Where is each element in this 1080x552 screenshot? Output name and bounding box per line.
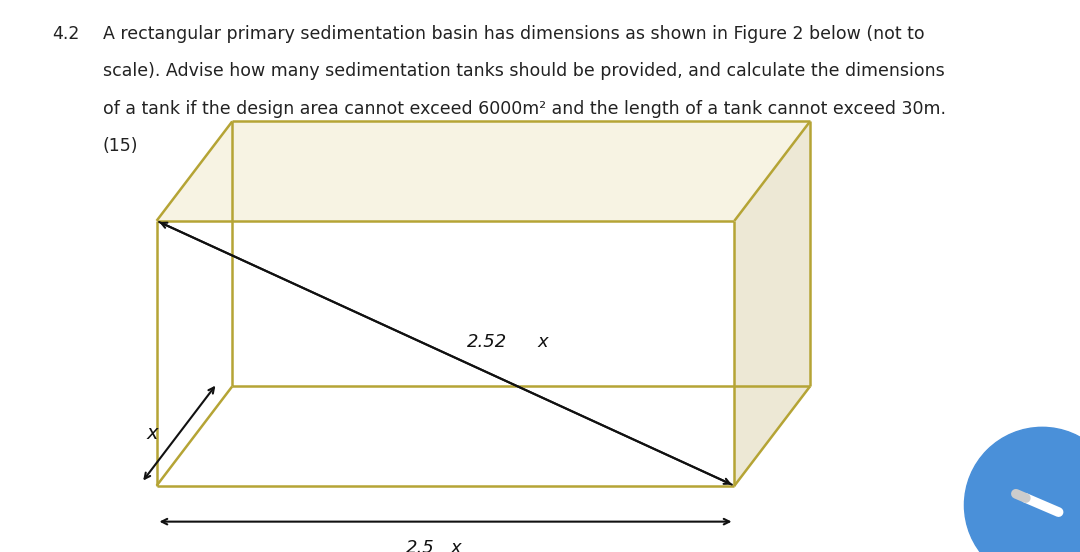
Text: x: x [146, 423, 158, 443]
Text: x: x [451, 539, 461, 552]
Text: of a tank if the design area cannot exceed 6000m² and the length of a tank canno: of a tank if the design area cannot exce… [103, 100, 946, 118]
Text: 2.52: 2.52 [468, 332, 508, 351]
Polygon shape [157, 221, 734, 486]
Polygon shape [734, 121, 810, 486]
Text: A rectangular primary sedimentation basin has dimensions as shown in Figure 2 be: A rectangular primary sedimentation basi… [103, 25, 924, 43]
Text: 4.2: 4.2 [52, 25, 79, 43]
Polygon shape [157, 121, 810, 221]
Text: (15): (15) [103, 137, 138, 156]
Text: scale). Advise how many sedimentation tanks should be provided, and calculate th: scale). Advise how many sedimentation ta… [103, 62, 944, 81]
Text: 2.5: 2.5 [406, 539, 435, 552]
Text: x: x [538, 332, 548, 351]
Ellipse shape [964, 427, 1080, 552]
